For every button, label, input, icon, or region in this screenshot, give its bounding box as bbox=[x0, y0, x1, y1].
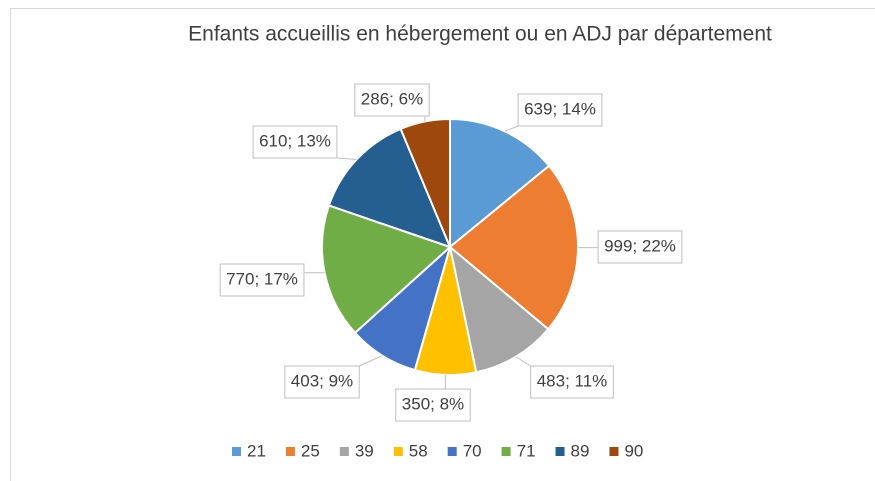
pie-slice bbox=[321, 204, 452, 335]
legend-label: 21 bbox=[247, 441, 266, 460]
legend-label: 70 bbox=[463, 441, 482, 460]
data-label-box bbox=[517, 93, 603, 127]
data-label: 403; 9% bbox=[291, 371, 353, 390]
data-label: 350; 8% bbox=[402, 394, 464, 413]
legend-swatch bbox=[555, 447, 565, 456]
legend-label: 25 bbox=[301, 441, 320, 460]
chart-frame bbox=[10, 8, 875, 481]
leader-line bbox=[336, 157, 357, 160]
data-label-box bbox=[395, 388, 471, 422]
legend-label: 39 bbox=[355, 441, 374, 460]
pie-slice bbox=[399, 117, 451, 248]
data-label-box bbox=[597, 230, 683, 264]
leader-line bbox=[515, 356, 531, 367]
data-label-box bbox=[219, 263, 305, 297]
legend-label: 89 bbox=[571, 441, 590, 460]
leader-line bbox=[504, 125, 519, 132]
data-label-box bbox=[252, 125, 338, 159]
chart-title: Enfants accueillis en hébergement ou en … bbox=[188, 23, 772, 46]
legend-label: 90 bbox=[624, 441, 643, 460]
legend-swatch bbox=[232, 447, 241, 456]
data-label: 999; 22% bbox=[604, 236, 676, 255]
legend-label: 71 bbox=[517, 441, 536, 460]
legend-swatch bbox=[339, 447, 349, 456]
data-label-box bbox=[530, 365, 614, 399]
legend-swatch bbox=[447, 447, 457, 456]
data-label-box bbox=[354, 83, 430, 117]
data-label: 610; 13% bbox=[259, 131, 331, 150]
leader-line bbox=[358, 355, 383, 367]
data-label: 770; 17% bbox=[226, 269, 298, 288]
legend-label: 58 bbox=[409, 441, 428, 460]
legend-swatch bbox=[393, 447, 403, 456]
pie-slice bbox=[448, 244, 550, 374]
legend-swatch bbox=[609, 447, 619, 456]
legend-swatch bbox=[285, 447, 295, 456]
data-label-box bbox=[284, 365, 360, 399]
pie-slice bbox=[449, 117, 551, 250]
data-label: 286; 6% bbox=[361, 89, 423, 108]
pie-slice bbox=[448, 164, 579, 331]
legend-swatch bbox=[501, 447, 511, 456]
pie-slice bbox=[327, 127, 452, 249]
data-label: 483; 11% bbox=[537, 371, 608, 390]
data-label: 639; 14% bbox=[524, 99, 596, 118]
